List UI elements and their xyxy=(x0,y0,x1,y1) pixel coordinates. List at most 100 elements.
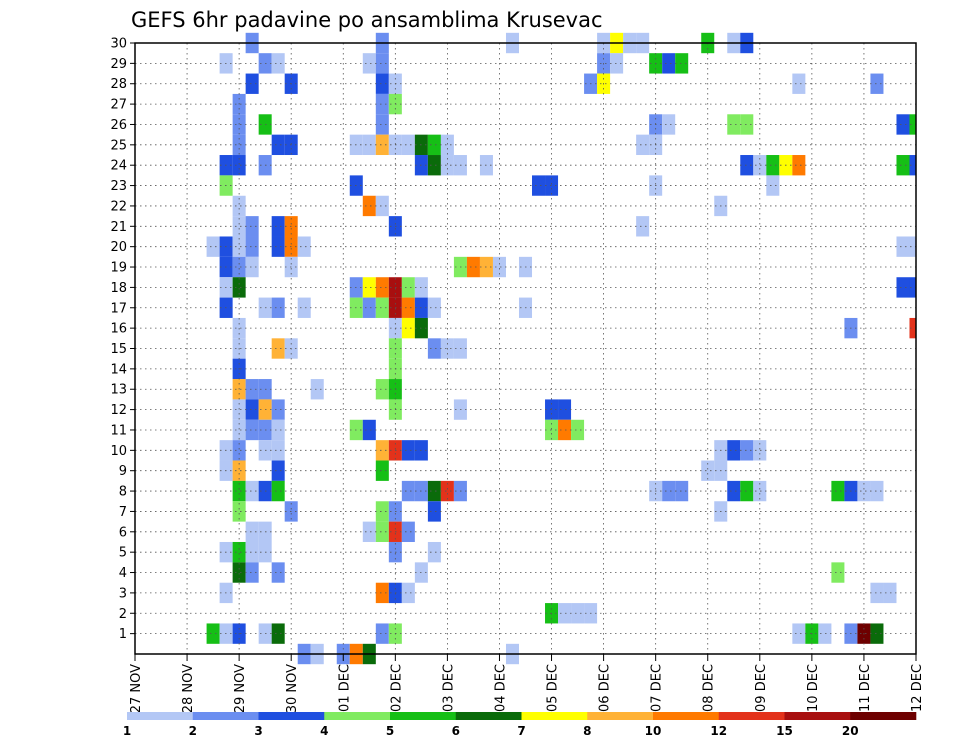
y-tick-label: 17 xyxy=(110,301,127,316)
heatmap-cell xyxy=(232,256,246,278)
legend-swatch xyxy=(192,712,259,720)
heatmap-cell xyxy=(440,480,454,502)
x-tick-label: 27 NOV xyxy=(129,664,144,713)
legend-label: 3 xyxy=(254,724,262,738)
heatmap-cell xyxy=(753,480,767,502)
heatmap-cell xyxy=(362,195,376,217)
legend-label: 15 xyxy=(776,724,793,738)
y-tick-label: 18 xyxy=(110,281,127,296)
heatmap-cell xyxy=(232,216,246,237)
heatmap-cell xyxy=(375,73,389,94)
heatmap-cell xyxy=(232,562,246,583)
y-tick-label: 24 xyxy=(110,159,127,174)
heatmap-cell xyxy=(375,114,389,135)
heatmap-cell xyxy=(571,603,585,624)
heatmap-cell xyxy=(245,256,259,278)
heatmap-cell xyxy=(271,460,285,481)
heatmap-cell xyxy=(792,73,806,94)
heatmap-cell xyxy=(466,256,480,278)
heatmap-cell xyxy=(375,297,389,318)
heatmap-cell xyxy=(440,155,454,176)
legend-swatch xyxy=(127,712,194,720)
heatmap-cell xyxy=(766,155,780,176)
heatmap-cell xyxy=(675,53,689,74)
heatmap-cell xyxy=(401,582,415,604)
heatmap-cell xyxy=(909,317,916,339)
heatmap-cell xyxy=(753,155,767,176)
grid-lines xyxy=(135,42,916,654)
legend-swatch xyxy=(258,712,325,720)
legend-swatch xyxy=(324,712,391,720)
heatmap-cell xyxy=(375,195,389,217)
x-tick-label: 29 NOV xyxy=(233,664,248,713)
heatmap-cell xyxy=(271,399,285,420)
heatmap-cell xyxy=(271,236,285,257)
y-tick-label: 21 xyxy=(110,220,127,235)
heatmap-cell xyxy=(662,114,676,135)
y-tick-label: 5 xyxy=(119,546,127,561)
heatmap-cell xyxy=(766,175,780,196)
legend-label: 2 xyxy=(189,724,197,738)
heatmap-cell xyxy=(427,501,441,522)
heatmap-cell xyxy=(401,297,415,318)
heatmap-cell xyxy=(245,216,259,237)
heatmap-cell xyxy=(740,155,754,176)
heatmap-cell xyxy=(232,195,246,217)
heatmap-cell xyxy=(427,297,441,318)
heatmap-cell xyxy=(740,114,754,135)
legend-swatch xyxy=(718,712,785,720)
legend-label: 20 xyxy=(842,724,859,738)
heatmap-cell xyxy=(271,419,285,441)
heatmap-cell xyxy=(545,399,559,420)
x-tick-label: 04 DEC xyxy=(493,664,508,712)
heatmap-cell xyxy=(909,277,916,298)
heatmap-cell xyxy=(870,480,884,502)
heatmap-cell xyxy=(232,460,246,481)
heatmap-cell xyxy=(271,216,285,237)
heatmap-cell xyxy=(662,480,676,502)
heatmap-cell xyxy=(271,480,285,502)
heatmap-cell xyxy=(558,603,572,624)
heatmap-cell xyxy=(362,297,376,318)
heatmap-cell xyxy=(232,501,246,522)
heatmap-cell xyxy=(427,541,441,563)
x-tick-label: 09 DEC xyxy=(754,664,769,712)
heatmap-cell xyxy=(271,134,285,156)
heatmap-cell xyxy=(232,134,246,156)
y-tick-label: 19 xyxy=(110,261,127,276)
legend-label: 8 xyxy=(583,724,591,738)
legend-swatch xyxy=(850,712,917,720)
legend-swatch xyxy=(653,712,720,720)
x-tick-label: 05 DEC xyxy=(546,664,561,712)
y-tick-label: 30 xyxy=(110,37,127,52)
heatmap-cell xyxy=(427,480,441,502)
heatmap-cell xyxy=(375,379,389,400)
heatmap-cell xyxy=(245,379,259,400)
heatmap-cell xyxy=(245,562,259,583)
y-tick-label: 1 xyxy=(119,627,127,642)
heatmap-cell xyxy=(271,562,285,583)
y-tick-label: 13 xyxy=(110,383,127,398)
heatmap-cell xyxy=(362,277,376,298)
heatmap-cell xyxy=(571,419,585,441)
heatmap-cell xyxy=(740,480,754,502)
heatmap-cell xyxy=(271,623,285,644)
y-tick-label: 3 xyxy=(119,586,127,601)
heatmap-cell xyxy=(271,338,285,359)
heatmap-cell xyxy=(362,521,376,542)
heatmap-cell xyxy=(375,53,389,74)
heatmap-cell xyxy=(206,623,220,644)
legend-label: 7 xyxy=(517,724,525,738)
heatmap-cell xyxy=(610,53,624,74)
heatmap-cell xyxy=(727,440,741,461)
heatmap-cell xyxy=(245,541,259,563)
y-tick-label: 4 xyxy=(119,566,127,581)
heatmap-cell xyxy=(636,216,650,237)
y-tick-label: 12 xyxy=(110,403,127,418)
heatmap-cell xyxy=(297,297,311,318)
heatmap-cell xyxy=(909,236,916,257)
x-tick-label: 01 DEC xyxy=(337,664,352,712)
heatmap-cell xyxy=(375,93,389,115)
heatmap-cell xyxy=(362,53,376,74)
heatmap-cell xyxy=(232,440,246,461)
